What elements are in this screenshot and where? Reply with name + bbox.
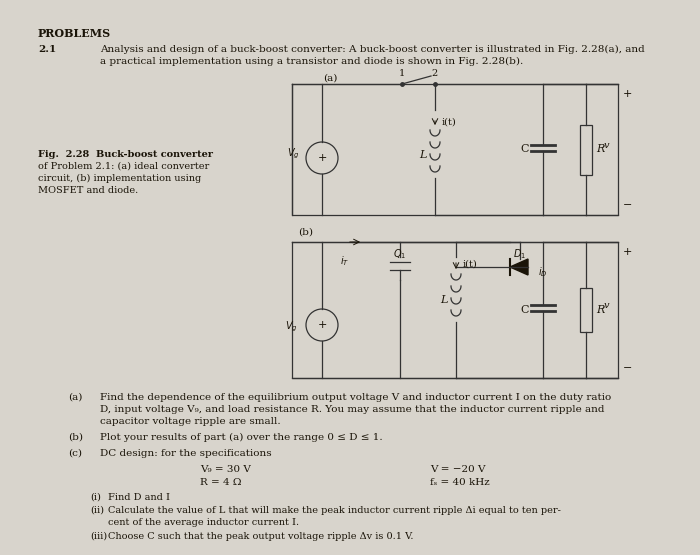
Text: circuit, (b) implementation using: circuit, (b) implementation using <box>38 174 202 183</box>
Text: +: + <box>317 320 327 330</box>
Text: (b): (b) <box>298 228 314 237</box>
Text: L: L <box>419 150 427 160</box>
Text: capacitor voltage ripple are small.: capacitor voltage ripple are small. <box>100 417 281 426</box>
Text: R: R <box>596 305 604 315</box>
Text: C: C <box>521 144 529 154</box>
Text: Fig.  2.28  Buck-boost converter: Fig. 2.28 Buck-boost converter <box>38 150 213 159</box>
Text: +: + <box>317 153 327 163</box>
Text: −: − <box>623 363 632 373</box>
Text: L: L <box>440 295 448 305</box>
Text: (i): (i) <box>90 493 101 502</box>
Polygon shape <box>510 259 528 275</box>
Text: $V_g$: $V_g$ <box>287 147 300 161</box>
Text: V₉ = 30 V: V₉ = 30 V <box>200 465 251 474</box>
Text: $i_D$: $i_D$ <box>538 265 547 279</box>
Text: (c): (c) <box>68 449 82 458</box>
Circle shape <box>306 309 338 341</box>
Text: R: R <box>596 144 604 154</box>
Text: −: − <box>623 200 632 210</box>
Text: $D_1$: $D_1$ <box>513 247 526 261</box>
Text: $i_T$: $i_T$ <box>340 254 349 268</box>
Text: v: v <box>604 301 610 310</box>
Circle shape <box>306 142 338 174</box>
Text: a practical implementation using a transistor and diode is shown in Fig. 2.28(b): a practical implementation using a trans… <box>100 57 524 66</box>
Text: D, input voltage V₉, and load resistance R. You may assume that the inductor cur: D, input voltage V₉, and load resistance… <box>100 405 605 414</box>
Text: +: + <box>623 247 632 257</box>
Bar <box>580 124 592 174</box>
Text: (ii): (ii) <box>90 506 104 515</box>
Text: MOSFET and diode.: MOSFET and diode. <box>38 186 139 195</box>
Text: i(t): i(t) <box>442 118 456 127</box>
Text: 2: 2 <box>432 69 438 78</box>
Text: i(t): i(t) <box>463 260 477 269</box>
Text: $Q_1$: $Q_1$ <box>393 247 407 261</box>
Text: (a): (a) <box>323 74 337 83</box>
Text: cent of the average inductor current I.: cent of the average inductor current I. <box>108 518 299 527</box>
Text: fₛ = 40 kHz: fₛ = 40 kHz <box>430 478 490 487</box>
Text: Calculate the value of L that will make the peak inductor current ripple Δi equa: Calculate the value of L that will make … <box>108 506 561 515</box>
Text: (iii): (iii) <box>90 532 107 541</box>
Text: (b): (b) <box>68 433 83 442</box>
Text: PROBLEMS: PROBLEMS <box>38 28 111 39</box>
Text: (a): (a) <box>68 393 83 402</box>
Text: R = 4 Ω: R = 4 Ω <box>200 478 242 487</box>
Text: Find the dependence of the equilibrium output voltage V and inductor current I o: Find the dependence of the equilibrium o… <box>100 393 611 402</box>
Text: 2.1: 2.1 <box>38 45 56 54</box>
Text: $V_g$: $V_g$ <box>286 320 298 334</box>
Text: 1: 1 <box>399 69 405 78</box>
Text: of Problem 2.1: (a) ideal converter: of Problem 2.1: (a) ideal converter <box>38 162 209 171</box>
Text: V = −20 V: V = −20 V <box>430 465 486 474</box>
Text: v: v <box>604 141 610 150</box>
Text: C: C <box>521 305 529 315</box>
Bar <box>580 288 592 332</box>
Text: Plot your results of part (a) over the range 0 ≤ D ≤ 1.: Plot your results of part (a) over the r… <box>100 433 383 442</box>
Text: Find D and I: Find D and I <box>108 493 170 502</box>
Text: DC design: for the specifications: DC design: for the specifications <box>100 449 272 458</box>
Text: Choose C such that the peak output voltage ripple Δv is 0.1 V.: Choose C such that the peak output volta… <box>108 532 414 541</box>
Text: Analysis and design of a buck-boost converter: A buck-boost converter is illustr: Analysis and design of a buck-boost conv… <box>100 45 645 54</box>
Text: +: + <box>623 89 632 99</box>
